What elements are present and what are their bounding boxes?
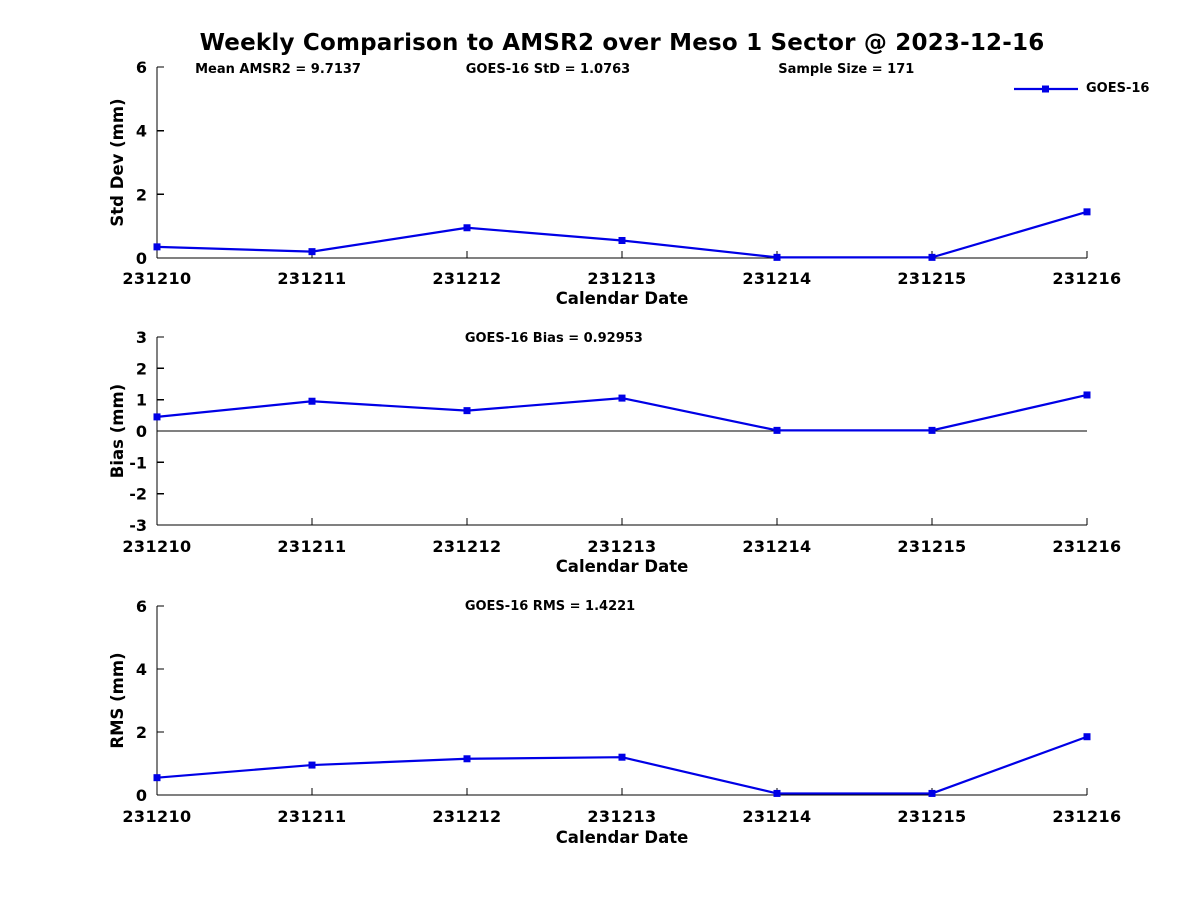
y-tick-label: 6 [136,58,147,77]
legend: GOES-16 [1012,81,1149,96]
data-point-marker [928,789,936,797]
legend-label: GOES-16 [1086,81,1150,96]
data-point-marker [308,248,316,256]
x-tick-label: 231214 [742,537,811,556]
std-dev-plot-series-line [156,210,1088,259]
data-point-marker [1083,391,1091,399]
y-tick-label: -3 [129,516,147,535]
x-tick-label: 231213 [587,537,656,556]
annotation: GOES-16 RMS = 1.4221 [465,599,635,614]
y-axis-label: Std Dev (mm) [108,98,127,226]
y-tick-label: 0 [136,249,147,268]
y-tick-label: 6 [136,597,147,616]
data-point-marker [463,224,471,232]
data-point-marker [773,426,781,434]
x-tick-label: 231216 [1052,807,1121,826]
x-tick-label: 231212 [432,807,501,826]
data-point-marker [618,236,626,244]
legend-marker-icon [1042,85,1049,92]
legend-line-sample [1014,85,1078,92]
y-tick-label: 0 [136,422,147,441]
y-tick-label: -2 [129,485,147,504]
data-point-marker [1083,208,1091,216]
data-point-marker [928,426,936,434]
x-tick-label: 231214 [742,269,811,288]
x-tick-label: 231211 [277,807,346,826]
data-point-marker [463,755,471,763]
data-point-marker [153,413,161,421]
y-tick-label: 0 [136,786,147,805]
x-tick-label: 231210 [122,807,191,826]
data-point-marker [618,394,626,402]
y-tick-label: 4 [136,660,147,679]
x-tick-label: 231212 [432,537,501,556]
x-tick-label: 231215 [897,537,966,556]
annotation: Mean AMSR2 = 9.7137 [195,62,361,77]
x-tick-label: 231215 [897,269,966,288]
x-tick-label: 231214 [742,807,811,826]
x-axis-label: Calendar Date [556,557,689,576]
y-tick-label: 3 [136,328,147,347]
annotation: GOES-16 StD = 1.0763 [466,62,630,77]
x-tick-label: 231215 [897,807,966,826]
data-point-marker [1083,733,1091,741]
x-tick-label: 231216 [1052,537,1121,556]
y-axis-label: RMS (mm) [108,652,127,748]
data-point-marker [308,397,316,405]
x-tick-label: 231210 [122,537,191,556]
data-point-marker [928,253,936,261]
data-point-marker [308,761,316,769]
x-tick-label: 231210 [122,269,191,288]
y-tick-label: 2 [136,359,147,378]
y-tick-label: -1 [129,453,147,472]
data-point-marker [153,243,161,251]
x-axis-label: Calendar Date [556,828,689,847]
data-point-marker [153,774,161,782]
y-axis-label: Bias (mm) [108,384,127,478]
annotation: GOES-16 Bias = 0.92953 [465,331,643,346]
x-tick-label: 231211 [277,537,346,556]
data-point-marker [773,253,781,261]
chart-title: Weekly Comparison to AMSR2 over Meso 1 S… [199,30,1045,56]
y-tick-label: 2 [136,723,147,742]
x-tick-label: 231213 [587,269,656,288]
data-point-marker [463,407,471,415]
annotation: Sample Size = 171 [778,62,914,77]
x-axis-label: Calendar Date [556,289,689,308]
rms-plot-series-line [156,735,1088,795]
data-point-marker [618,753,626,761]
x-tick-label: 231211 [277,269,346,288]
data-point-marker [773,789,781,797]
x-tick-label: 231213 [587,807,656,826]
x-tick-label: 231212 [432,269,501,288]
x-tick-label: 231216 [1052,269,1121,288]
y-tick-label: 4 [136,122,147,141]
y-tick-label: 2 [136,185,147,204]
y-tick-label: 1 [136,391,147,410]
